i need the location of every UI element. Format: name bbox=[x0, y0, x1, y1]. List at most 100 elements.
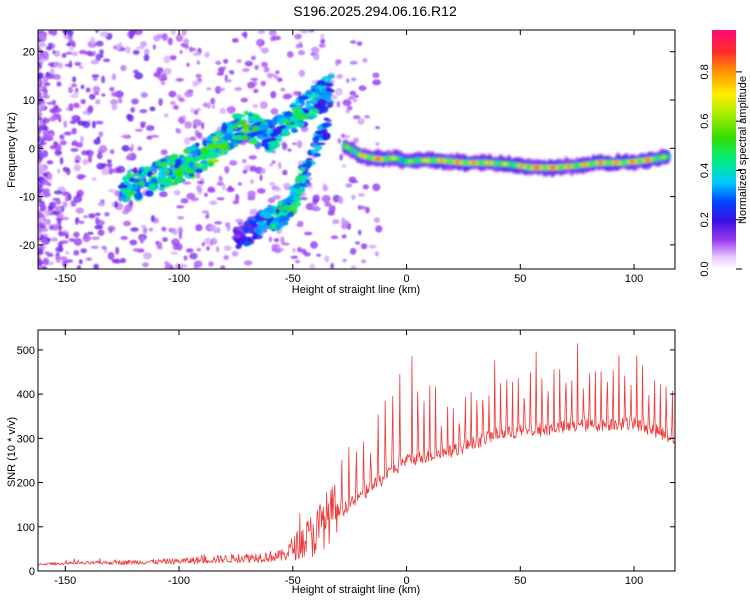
heatmap-noise-blob bbox=[342, 258, 347, 263]
heatmap-noise-blob bbox=[206, 246, 210, 251]
heatmap-ridge-blob bbox=[259, 209, 267, 218]
heatmap-noise-blob bbox=[65, 259, 74, 263]
heatmap-noise-blob bbox=[78, 220, 85, 225]
heatmap-noise-blob bbox=[204, 192, 208, 197]
heatmap-noise-blob bbox=[46, 160, 54, 165]
heatmap-noise-blob bbox=[85, 87, 91, 93]
heatmap-noise-blob bbox=[57, 168, 61, 174]
heatmap-noise-blob bbox=[68, 60, 73, 69]
heatmap-ridge-blob bbox=[308, 113, 318, 119]
heatmap-noise-blob bbox=[179, 50, 183, 54]
heatmap-noise-blob bbox=[48, 30, 53, 35]
heatmap-noise-blob bbox=[349, 60, 358, 65]
heatmap-noise-blob bbox=[354, 241, 361, 245]
heatmap-noise-blob bbox=[277, 77, 283, 82]
heatmap-ridge-blob bbox=[131, 178, 140, 183]
spectrogram-y-ticks: -20 -10 0 10 20 bbox=[19, 47, 675, 252]
colorbar-gradient bbox=[712, 30, 736, 269]
heatmap-noise-blob bbox=[38, 244, 43, 250]
heatmap-noise-blob bbox=[38, 247, 44, 255]
snr-series bbox=[38, 343, 675, 566]
heatmap-noise-blob bbox=[61, 191, 71, 196]
heatmap-noise-blob bbox=[350, 77, 357, 82]
heatmap-noise-blob bbox=[358, 85, 367, 91]
heatmap-noise-blob bbox=[216, 246, 220, 253]
heatmap-noise-blob bbox=[102, 58, 111, 63]
heatmap-noise-blob bbox=[114, 201, 119, 208]
heatmap-noise-blob bbox=[40, 140, 44, 144]
heatmap-noise-blob bbox=[295, 43, 301, 49]
heatmap-ridge-blob bbox=[253, 231, 258, 239]
heatmap-noise-blob bbox=[38, 42, 47, 48]
heatmap-noise-blob bbox=[54, 50, 61, 57]
heatmap-noise-blob bbox=[42, 188, 47, 192]
heatmap-noise-blob bbox=[259, 101, 268, 110]
heatmap-noise-blob bbox=[55, 255, 62, 264]
heatmap-noise-blob bbox=[172, 228, 178, 236]
heatmap-noise-blob bbox=[107, 189, 116, 193]
heatmap-noise-blob bbox=[38, 148, 42, 157]
heatmap-noise-blob bbox=[298, 69, 305, 77]
heatmap-ridge-blob bbox=[247, 116, 257, 121]
heatmap-ridge-blob bbox=[267, 137, 277, 142]
heatmap-ridge-blob bbox=[184, 157, 191, 165]
heatmap-noise-blob bbox=[175, 34, 184, 42]
heatmap-noise-blob bbox=[140, 224, 147, 229]
heatmap-noise-blob bbox=[95, 53, 102, 62]
heatmap-noise-blob bbox=[130, 227, 139, 232]
snr-frame bbox=[37, 329, 676, 572]
heatmap-noise-blob bbox=[92, 85, 101, 94]
heatmap-noise-blob bbox=[118, 97, 123, 104]
heatmap-noise-blob bbox=[346, 105, 353, 111]
heatmap-noise-blob bbox=[164, 263, 173, 269]
heatmap-noise-blob bbox=[104, 212, 110, 217]
heatmap-noise-blob bbox=[101, 93, 106, 97]
heatmap-noise-blob bbox=[196, 180, 204, 184]
heatmap-noise-blob bbox=[70, 148, 79, 152]
x-tick-label: -100 bbox=[168, 273, 190, 285]
heatmap-noise-blob bbox=[76, 265, 82, 269]
y-tick-label: 0 bbox=[29, 566, 35, 578]
heatmap-noise-blob bbox=[40, 166, 45, 171]
heatmap-noise-blob bbox=[69, 120, 77, 125]
heatmap-ridge-blob bbox=[235, 244, 242, 250]
heatmap-noise-blob bbox=[268, 73, 277, 77]
heatmap-noise-blob bbox=[223, 245, 232, 251]
heatmap-ridge-blob bbox=[117, 184, 128, 190]
heatmap-noise-blob bbox=[213, 228, 217, 234]
heatmap-noise-blob bbox=[82, 158, 89, 166]
heatmap-noise-blob bbox=[41, 238, 48, 243]
heatmap-noise-blob bbox=[192, 119, 202, 127]
heatmap-noise-blob bbox=[93, 263, 99, 269]
heatmap-noise-blob bbox=[335, 59, 339, 67]
heatmap-noise-blob bbox=[109, 87, 115, 92]
heatmap-ridge-blob bbox=[291, 128, 298, 134]
heatmap-ridge-blob bbox=[235, 114, 246, 118]
heatmap-noise-blob bbox=[183, 255, 188, 261]
heatmap-ridge-blob bbox=[157, 161, 169, 167]
heatmap-noise-blob bbox=[40, 204, 47, 212]
heatmap-noise-blob bbox=[353, 94, 359, 98]
heatmap-noise-blob bbox=[149, 106, 156, 112]
heatmap-noise-blob bbox=[44, 209, 51, 217]
heatmap-noise-blob bbox=[226, 186, 235, 193]
heatmap-noise-blob bbox=[111, 103, 118, 111]
y-tick-label: 100 bbox=[17, 522, 35, 534]
heatmap-ridge-blob bbox=[289, 189, 298, 197]
heatmap-noise-blob bbox=[95, 120, 104, 125]
heatmap-noise-blob bbox=[153, 35, 161, 42]
main-line-core bbox=[665, 155, 670, 159]
heatmap-noise-blob bbox=[73, 249, 80, 256]
heatmap-noise-blob bbox=[130, 107, 136, 113]
heatmap-ridge-blob bbox=[314, 130, 324, 135]
heatmap-noise-blob bbox=[111, 201, 116, 208]
heatmap-noise-blob bbox=[80, 248, 87, 254]
heatmap-noise-blob bbox=[294, 259, 301, 264]
heatmap-noise-blob bbox=[312, 204, 319, 209]
heatmap-noise-blob bbox=[53, 141, 59, 147]
heatmap-noise-blob bbox=[216, 227, 221, 234]
heatmap-noise-blob bbox=[57, 62, 64, 69]
heatmap-noise-blob bbox=[303, 252, 311, 257]
heatmap-noise-blob bbox=[38, 33, 45, 40]
